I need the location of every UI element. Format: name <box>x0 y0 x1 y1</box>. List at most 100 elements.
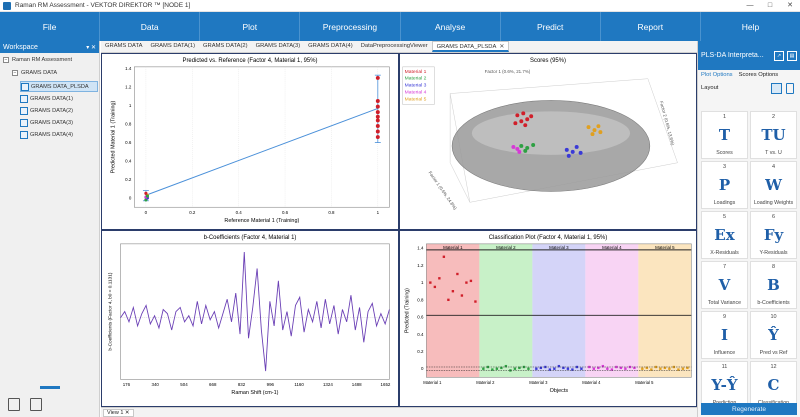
tab-grams-data-plsda[interactable]: GRAMS DATA_PLSDA ✕ <box>431 41 510 52</box>
plot-frame <box>426 243 692 378</box>
plot-option-card[interactable]: 6 Fy Y-Residuals <box>750 211 797 259</box>
x-tick-label: Material 1 <box>423 380 442 385</box>
menu-file[interactable]: File <box>0 12 101 41</box>
y-tick-label: 1.2 <box>125 85 132 90</box>
class-point <box>438 277 441 280</box>
tree-item-project[interactable]: − Raman RM Assessment <box>3 57 72 63</box>
scores-panel[interactable]: Scores (95%) Factor 1 (0.6%, 21.7%) Materi… <box>399 53 697 230</box>
workspace-pin-icon[interactable]: ▾ ✕ <box>86 44 96 51</box>
close-tab-icon[interactable]: ✕ <box>499 44 505 50</box>
legend-entry: Material 3 <box>405 83 427 89</box>
tree-item-grams-data[interactable]: − GRAMS DATA <box>12 70 57 76</box>
tab-grams-data-1[interactable]: GRAMS DATA(1) <box>150 43 196 49</box>
plot-option-card[interactable]: 5 Ex X-Residuals <box>701 211 748 259</box>
dataset-file-icon <box>20 95 28 103</box>
tab-scores-options[interactable]: Scores Options <box>738 72 779 78</box>
export-icon[interactable]: ↗ <box>774 50 784 61</box>
class-point <box>527 367 530 370</box>
x-tick-label: 1324 <box>323 382 333 387</box>
pred-vs-ref-panel[interactable]: Predicted vs. Reference (Factor 4, Mater… <box>101 53 399 230</box>
save-icon[interactable] <box>30 397 42 411</box>
tab-grams-data-3[interactable]: GRAMS DATA(3) <box>255 43 301 49</box>
maximize-button[interactable]: □ <box>767 1 773 9</box>
panel-tabs: Plot Options Scores Options <box>698 70 800 80</box>
score-point <box>511 144 516 149</box>
collapse-toggle-icon[interactable]: − <box>3 57 9 63</box>
class-point <box>615 365 618 369</box>
x-tick-label: 0 <box>145 210 148 215</box>
view-tab[interactable]: View 1 ✕ <box>103 409 134 417</box>
score-point <box>586 125 591 130</box>
menu-predict[interactable]: Predict <box>501 12 601 41</box>
plot-option-card[interactable]: 12CClassification <box>750 361 797 409</box>
plot-option-label: b-Coefficients <box>757 300 790 306</box>
tree-label: GRAMS DATA(1) <box>30 96 73 102</box>
score-point <box>531 142 536 147</box>
tree-label: Raman RM Assessment <box>12 57 72 63</box>
plot-option-card[interactable]: 10 Ŷ Pred vs Ref <box>750 311 797 359</box>
menu-data[interactable]: Data <box>100 12 201 41</box>
tree-item-grams-data-3[interactable]: GRAMS DATA(3) <box>20 119 73 127</box>
class-point <box>535 367 538 370</box>
x-tick-label: 832 <box>238 382 246 387</box>
plot-option-glyph: Fy <box>763 226 784 244</box>
regenerate-button[interactable]: Regenerate <box>701 403 797 415</box>
menu-help[interactable]: Help <box>741 21 760 32</box>
class-point <box>645 366 649 370</box>
grid-layout-icon[interactable] <box>771 82 782 94</box>
menu-analyse[interactable]: Analyse <box>401 12 501 41</box>
tree-label: GRAMS DATA(3) <box>30 120 73 126</box>
classification-panel[interactable]: Classification Plot (Factor 4, Material … <box>399 230 697 407</box>
data-point <box>144 191 148 195</box>
document-icon[interactable]: ▤ <box>787 50 797 61</box>
b-coefficients-panel[interactable]: b-Coefficients (Factor 4, Material 1) 176… <box>101 230 399 407</box>
tab-grams-data-2[interactable]: GRAMS DATA(2) <box>203 43 248 49</box>
tab-plot-options[interactable]: Plot Options <box>701 72 733 78</box>
class-point <box>668 367 671 370</box>
tree-item-grams-data-4[interactable]: GRAMS DATA(4) <box>20 131 73 139</box>
plot-option-card[interactable]: 11Y-ŶPrediction <box>701 361 748 409</box>
workspace-scrollbar[interactable] <box>40 386 60 389</box>
legend-box <box>402 66 435 105</box>
trash-icon[interactable] <box>8 397 20 411</box>
plot-option-card[interactable]: 9 I Influence <box>701 311 748 359</box>
score-point <box>519 143 524 148</box>
class-point <box>451 290 455 293</box>
tree-item-grams-data-plsda[interactable]: GRAMS DATA_PLSDA <box>20 81 98 92</box>
plot-option-label: Loadings <box>713 200 736 206</box>
menu-plot[interactable]: Plot <box>200 12 301 41</box>
minimize-button[interactable]: — <box>746 1 754 9</box>
collapse-toggle-icon[interactable]: − <box>12 70 18 76</box>
class-point <box>624 367 627 370</box>
plot-option-card[interactable]: 2 TU T vs. U <box>750 111 797 159</box>
plot-option-card[interactable]: 4 W Loading Weights <box>750 161 797 209</box>
tree-item-grams-data-2[interactable]: GRAMS DATA(2) <box>20 107 73 115</box>
x-tick-label: 996 <box>267 382 275 387</box>
tab-grams-data-4[interactable]: GRAMS DATA(4) <box>308 43 353 49</box>
x-tick-label: 1 <box>377 210 380 215</box>
y-tick-label: 0 <box>421 366 424 371</box>
close-window-button[interactable]: ✕ <box>787 1 793 9</box>
class-point <box>619 366 623 370</box>
class-point <box>681 367 685 370</box>
score-point <box>517 149 522 154</box>
tab-grams-data[interactable]: GRAMS DATA <box>105 43 143 49</box>
chart-title: Predicted vs. Reference (Factor 4, Mater… <box>183 58 318 64</box>
plot-option-card[interactable]: 7 V Total Variance <box>701 261 748 309</box>
plot-option-card[interactable]: 1 T Scores <box>701 111 748 159</box>
class-point <box>610 368 614 371</box>
class-point <box>548 368 552 371</box>
data-point <box>375 135 380 140</box>
menu-report[interactable]: Report <box>601 12 701 41</box>
data-point <box>375 110 380 115</box>
panel-title: PLS-DA Interpreta... <box>701 52 764 59</box>
score-point <box>574 144 579 149</box>
score-point <box>570 149 575 154</box>
y-tick-label: 0.4 <box>417 332 424 337</box>
tab-preprocessing-viewer[interactable]: DataPreprocessingViewer <box>360 43 428 49</box>
plot-option-card[interactable]: 3 P Loadings <box>701 161 748 209</box>
menu-preprocessing[interactable]: Preprocessing <box>300 12 401 41</box>
tree-item-grams-data-1[interactable]: GRAMS DATA(1) <box>20 95 73 103</box>
clipboard-icon[interactable] <box>786 82 794 94</box>
